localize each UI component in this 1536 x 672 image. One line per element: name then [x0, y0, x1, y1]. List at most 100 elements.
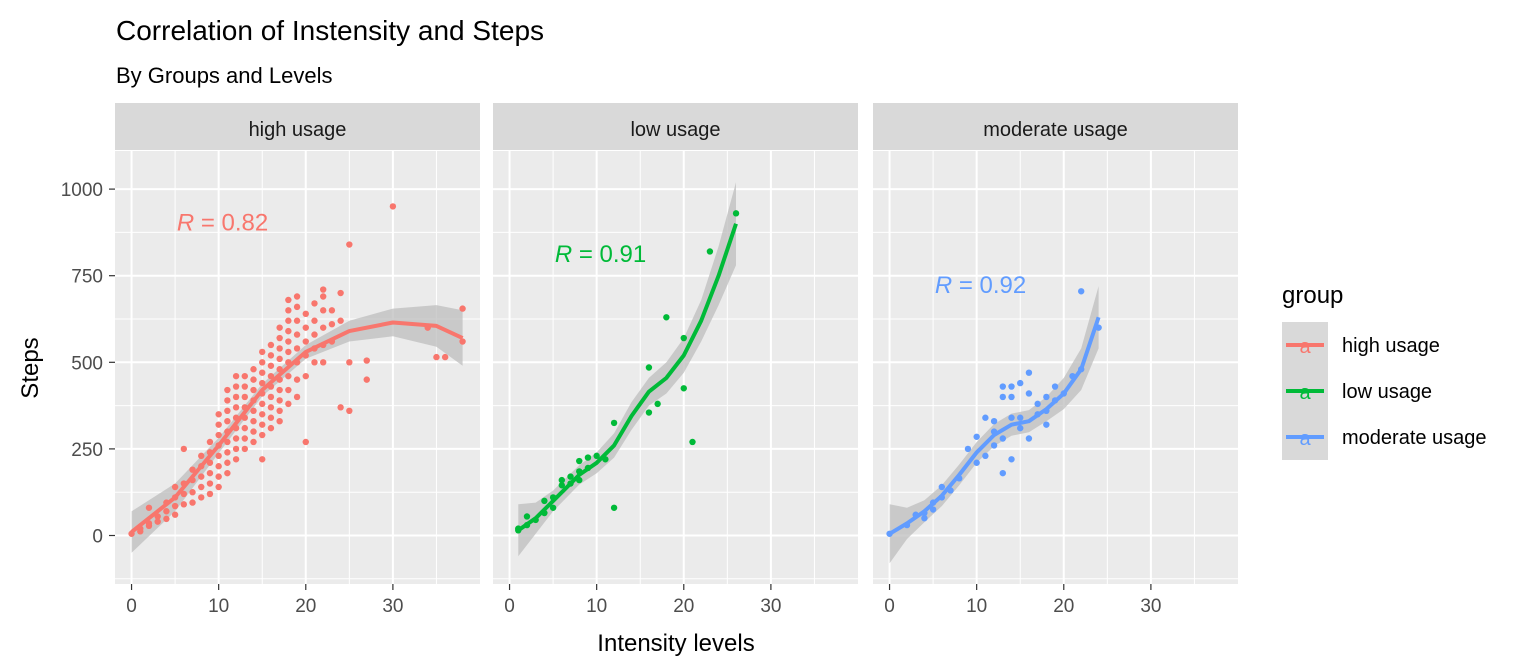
- data-point: [250, 386, 257, 394]
- legend-key-glyph: a: [1299, 382, 1311, 404]
- data-point: [459, 305, 466, 312]
- data-point: [441, 353, 449, 361]
- y-tick-label: 500: [71, 353, 103, 374]
- data-point: [1051, 383, 1059, 390]
- data-point: [267, 424, 275, 432]
- data-point: [319, 286, 327, 293]
- data-point: [1034, 400, 1041, 408]
- data-point: [215, 473, 222, 480]
- data-point: [302, 372, 309, 380]
- data-point: [206, 480, 214, 487]
- data-point: [285, 296, 292, 304]
- data-point: [990, 417, 998, 425]
- data-point: [224, 438, 231, 446]
- smooth-line: [888, 316, 1101, 536]
- panel-background: [115, 151, 480, 584]
- data-point: [189, 489, 196, 496]
- data-point: [215, 411, 222, 418]
- data-point: [311, 300, 318, 307]
- data-point: [293, 393, 301, 401]
- data-point: [259, 379, 266, 387]
- legend-key-glyph: a: [1299, 336, 1311, 358]
- data-point: [346, 407, 353, 414]
- legend-key-glyph: a: [1299, 428, 1311, 450]
- data-point: [645, 364, 653, 371]
- data-point: [206, 469, 214, 477]
- data-point: [999, 383, 1006, 390]
- data-point: [285, 348, 292, 356]
- data-point: [645, 409, 653, 416]
- data-point: [1025, 390, 1033, 397]
- data-point: [567, 473, 574, 480]
- y-tick-label: 0: [92, 527, 103, 548]
- x-tick-label: 10: [966, 596, 987, 617]
- data-point: [232, 445, 240, 453]
- data-point: [363, 357, 370, 364]
- legend-label: low usage: [1342, 381, 1432, 403]
- data-point: [541, 497, 548, 505]
- legend-label: high usage: [1342, 335, 1440, 357]
- facet-panels: high usage R = 0.82 0 10 20 30 low usage R = 0.…: [115, 103, 1238, 617]
- facet-strip: [115, 103, 480, 150]
- data-point: [654, 400, 661, 408]
- correlation-value: = 0.82: [194, 210, 268, 237]
- data-point: [1077, 288, 1085, 295]
- x-tick-label: 10: [586, 596, 607, 617]
- data-point: [232, 383, 240, 390]
- data-point: [189, 466, 196, 473]
- data-point: [232, 372, 240, 380]
- data-point: [276, 355, 283, 363]
- data-point: [293, 293, 301, 300]
- data-point: [999, 393, 1006, 401]
- data-point: [250, 407, 257, 414]
- y-tick-label: 750: [71, 267, 103, 288]
- data-point: [285, 317, 292, 324]
- data-point: [241, 383, 248, 390]
- y-tick-label: 250: [71, 440, 103, 461]
- data-point: [302, 338, 309, 345]
- data-point: [732, 210, 740, 217]
- data-point: [576, 457, 583, 465]
- x-tick-label: 0: [126, 596, 137, 617]
- data-point: [285, 386, 292, 394]
- data-point: [232, 404, 240, 411]
- data-point: [259, 456, 266, 463]
- data-point: [215, 463, 222, 470]
- data-point: [145, 504, 153, 511]
- data-point: [276, 397, 283, 404]
- data-point: [982, 414, 989, 421]
- x-tick-label: 20: [673, 596, 694, 617]
- data-point: [706, 248, 714, 255]
- facet-panel: moderate usage R = 0.92 0 10 20 30: [873, 103, 1238, 617]
- data-point: [523, 513, 531, 520]
- data-point: [171, 502, 179, 510]
- data-point: [610, 504, 618, 511]
- data-point: [267, 341, 275, 349]
- data-point: [259, 431, 266, 439]
- data-point: [311, 359, 318, 366]
- data-point: [973, 459, 980, 466]
- data-point: [163, 515, 170, 523]
- correlation-symbol: R: [177, 210, 194, 237]
- data-point: [319, 293, 327, 300]
- data-point: [328, 307, 336, 314]
- data-point: [171, 511, 179, 518]
- data-point: [180, 501, 188, 508]
- data-point: [929, 506, 937, 513]
- data-point: [319, 324, 327, 331]
- data-point: [1008, 383, 1015, 390]
- data-point: [1017, 379, 1024, 387]
- data-point: [232, 393, 240, 401]
- legend-title: group: [1282, 282, 1343, 309]
- data-point: [302, 438, 309, 446]
- y-axis: 0 250 500 750 1000: [61, 180, 115, 548]
- data-point: [250, 376, 257, 383]
- data-point: [319, 307, 327, 314]
- data-point: [964, 445, 972, 453]
- data-point: [285, 338, 292, 345]
- data-point: [311, 317, 318, 324]
- data-point: [982, 452, 989, 460]
- data-point: [232, 435, 240, 442]
- data-point: [259, 369, 266, 376]
- data-point: [241, 424, 248, 432]
